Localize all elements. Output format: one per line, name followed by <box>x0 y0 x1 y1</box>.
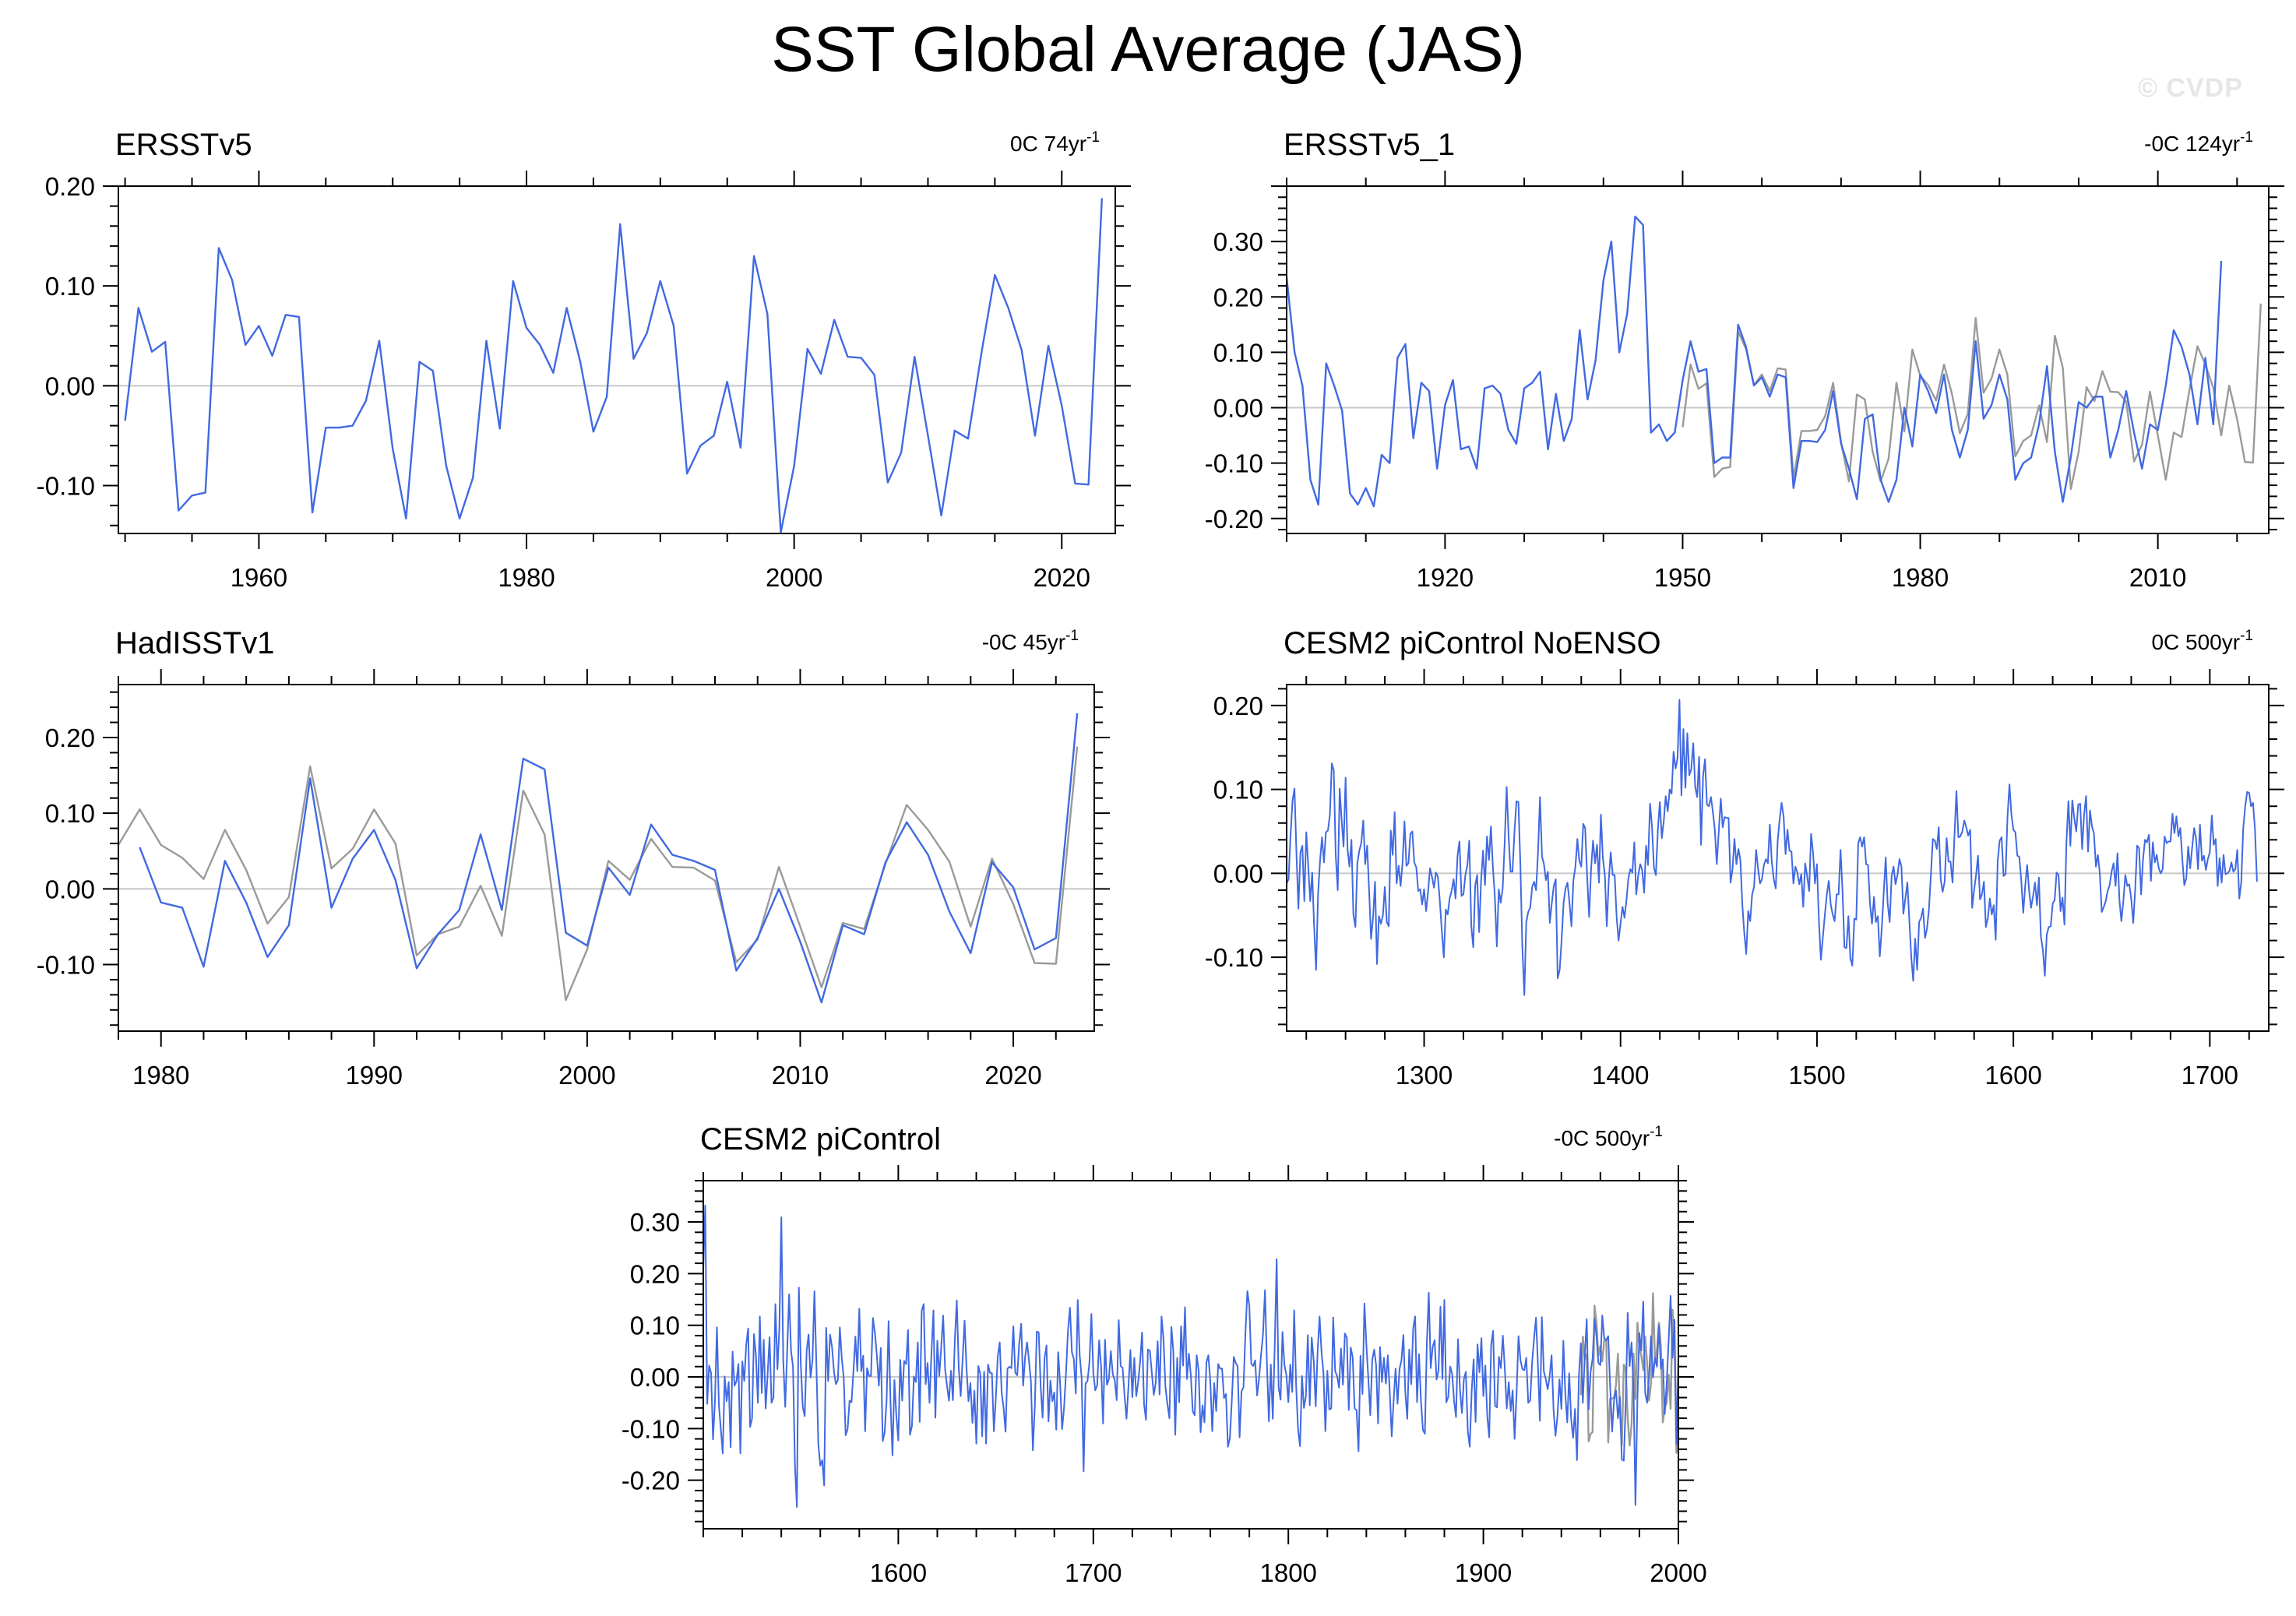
series-line-primary <box>703 1204 1678 1509</box>
series-line-secondary <box>118 746 1079 1002</box>
panel-title: ERSSTv5 <box>115 128 252 162</box>
panel-title: ERSSTv5_1 <box>1284 128 1455 162</box>
y-tick-label: -0.10 <box>1205 449 1263 478</box>
x-tick-label: 1950 <box>1654 563 1711 592</box>
plot-frame <box>118 185 1116 534</box>
y-tick-label: 0.30 <box>630 1208 680 1237</box>
y-tick-label: 0.10 <box>45 799 95 828</box>
x-tick-label: 2000 <box>558 1061 615 1090</box>
panel-cesm2-picontrol-noenso: 1300 1400 1500 1600 1700 0.20 0.10 0.00 -0.10 CES… <box>1205 626 2284 1090</box>
y-tick-label: -0.10 <box>1205 943 1263 972</box>
y-tick-label: 0.00 <box>1213 859 1263 888</box>
y-tick-label: 0.20 <box>45 172 95 201</box>
y-tick-label: -0.20 <box>622 1466 680 1495</box>
y-tick-label: 0.20 <box>45 724 95 752</box>
x-tick-label: 1980 <box>1892 563 1949 592</box>
x-tick-label: 1600 <box>1984 1061 2041 1090</box>
x-tick-label: 1700 <box>1065 1558 1122 1587</box>
x-tick-label: 1700 <box>2182 1061 2238 1090</box>
series-line-primary <box>1287 699 2258 996</box>
panel-hadisstv1: 1980 1990 2000 2010 2020 0.20 0.10 0.00 -0.10 Had… <box>37 626 1110 1090</box>
x-tick-label: 1920 <box>1417 563 1474 592</box>
x-tick-label: 1980 <box>132 1061 189 1090</box>
plot-frame <box>703 1180 1679 1530</box>
x-tick-label: 1900 <box>1455 1558 1512 1587</box>
x-tick-label: 1500 <box>1788 1061 1845 1090</box>
trend-label: -0C 500yr-1 <box>1554 1124 1663 1150</box>
y-tick-label: 0.10 <box>630 1311 680 1340</box>
x-tick-label: 2010 <box>772 1061 829 1090</box>
x-tick-label: 1800 <box>1259 1558 1316 1587</box>
watermark: © CVDP <box>2138 73 2243 103</box>
y-tick-label: -0.10 <box>37 950 95 979</box>
plot-frame <box>1286 185 2270 534</box>
x-tick-label: 2020 <box>1034 563 1090 592</box>
series-line-secondary <box>1579 1292 1678 1454</box>
y-tick-label: 0.10 <box>45 272 95 301</box>
y-tick-label: 0.00 <box>45 875 95 903</box>
y-tick-label: 0.10 <box>1213 338 1263 367</box>
panel-title: CESM2 piControl NoENSO <box>1284 626 1661 660</box>
x-tick-label: 2000 <box>766 563 822 592</box>
trend-label: 0C 500yr-1 <box>2151 628 2253 654</box>
series-line-primary <box>1287 215 2223 508</box>
panel-ersstv5-1: 1920 1950 1980 2010 0.30 0.20 0.10 0.00 -0.10 -0.… <box>1205 128 2284 592</box>
y-tick-label: -0.10 <box>622 1414 680 1443</box>
x-tick-label: 1400 <box>1592 1061 1649 1090</box>
panel-ersstv5: 1960 1980 2000 2020 0.20 0.10 0.00 -0.10 ERSSTv5… <box>37 128 1131 592</box>
trend-label: 0C 74yr-1 <box>1010 129 1100 156</box>
series-line-primary <box>124 198 1103 533</box>
y-tick-label: 0.00 <box>45 371 95 400</box>
y-tick-label: 0.20 <box>1213 692 1263 720</box>
series-line-secondary <box>1682 303 2262 491</box>
y-tick-label: 0.00 <box>630 1363 680 1392</box>
x-tick-label: 1990 <box>346 1061 403 1090</box>
x-tick-label: 2010 <box>2129 563 2186 592</box>
y-tick-label: -0.20 <box>1205 505 1263 533</box>
y-tick-label: 0.10 <box>1213 776 1263 804</box>
y-tick-label: 0.20 <box>1213 283 1263 312</box>
x-tick-label: 1960 <box>231 563 287 592</box>
panel-title: HadISSTv1 <box>115 626 275 660</box>
x-tick-label: 2000 <box>1650 1558 1706 1587</box>
y-tick-label: 0.00 <box>1213 394 1263 423</box>
x-tick-label: 1980 <box>498 563 555 592</box>
y-tick-label: 0.20 <box>630 1259 680 1288</box>
y-tick-label: 0.30 <box>1213 227 1263 256</box>
panel-cesm2-picontrol: 1600 1700 1800 1900 2000 0.30 0.20 0.10 0.00 -0.1… <box>622 1122 1707 1587</box>
x-tick-label: 1600 <box>870 1558 927 1587</box>
panel-title: CESM2 piControl <box>700 1122 941 1157</box>
x-tick-label: 1300 <box>1396 1061 1453 1090</box>
trend-label: -0C 124yr-1 <box>2144 129 2253 156</box>
trend-label: -0C 45yr-1 <box>982 628 1079 654</box>
series-line-primary <box>139 713 1079 1004</box>
page-title: SST Global Average (JAS) <box>771 14 1525 85</box>
x-tick-label: 2020 <box>984 1061 1041 1090</box>
y-tick-label: -0.10 <box>37 471 95 500</box>
